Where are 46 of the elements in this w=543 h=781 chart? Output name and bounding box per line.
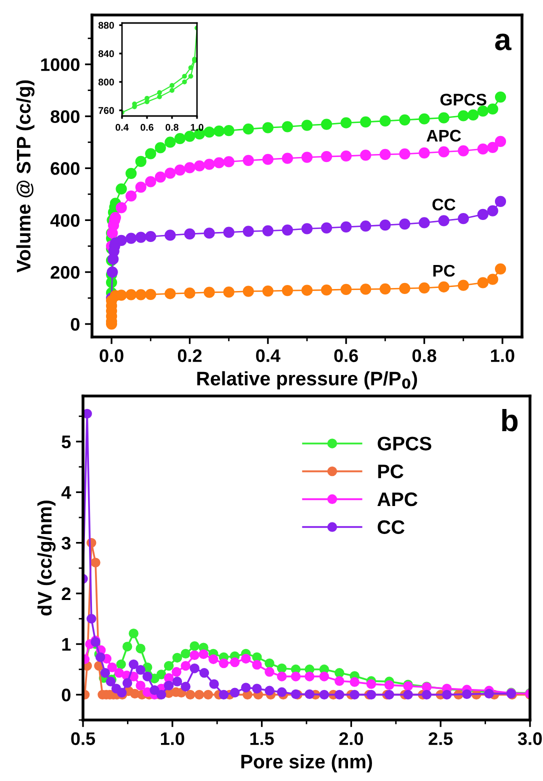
y-tick-label: 600 bbox=[50, 162, 80, 175]
y-tick-label: 1 bbox=[62, 638, 71, 651]
x-tick-label: 0.4 bbox=[256, 349, 280, 362]
y-tick-label: 400 bbox=[50, 214, 80, 227]
y-tick-label: 1000 bbox=[41, 58, 80, 72]
y-tick-label: 3 bbox=[62, 536, 71, 550]
x-axis-title: Pore size (nm) bbox=[241, 754, 372, 772]
x-tick-label: 2.5 bbox=[428, 732, 453, 746]
x-tick-label: 0.4 bbox=[116, 124, 129, 131]
series-label: GPCS bbox=[440, 94, 486, 106]
y-tick-label: 4 bbox=[61, 486, 72, 499]
x-tick-label: 1.0 bbox=[190, 124, 204, 131]
y-tick-label: 760 bbox=[98, 107, 114, 114]
y-tick-label: 0 bbox=[62, 688, 70, 702]
legend-label: GPCS bbox=[378, 436, 432, 450]
x-tick-label: 0.6 bbox=[334, 349, 358, 362]
x-tick-label: 1.0 bbox=[160, 732, 184, 746]
x-tick-label: 0.8 bbox=[166, 124, 178, 131]
x-tick-label: 0.6 bbox=[140, 124, 154, 131]
y-axis-title: dV (cc/g/nm) bbox=[37, 500, 56, 616]
y-tick-label: 2 bbox=[62, 587, 70, 600]
series-label: CC bbox=[432, 198, 456, 210]
y-axis-title: Volume @ STP (cc/g) bbox=[16, 80, 34, 273]
x-tick-label: 0.2 bbox=[178, 349, 202, 362]
y-tick-label: 5 bbox=[62, 436, 71, 448]
y-tick-label: 200 bbox=[50, 266, 80, 279]
x-tick-label: 3.0 bbox=[518, 732, 542, 746]
x-tick-label: 2.0 bbox=[339, 732, 364, 746]
y-tick-label: 840 bbox=[98, 50, 114, 58]
x-tick-label: 0.8 bbox=[412, 349, 436, 362]
x-tick-label: 1.0 bbox=[491, 349, 514, 362]
y-tick-label: 800 bbox=[98, 78, 114, 86]
legend-label: CC bbox=[378, 520, 404, 534]
x-tick-label: 0.5 bbox=[71, 732, 96, 746]
series-label: APC bbox=[426, 130, 461, 142]
series-label: PC bbox=[433, 264, 455, 277]
x-tick-label: 1.5 bbox=[250, 732, 274, 746]
y-tick-label: 880 bbox=[98, 22, 114, 29]
annotation: b bbox=[502, 408, 518, 432]
y-tick-label: 0 bbox=[70, 318, 80, 331]
annotation: a bbox=[495, 34, 512, 50]
x-axis-title: Relative pressure (P/P$_{0}$) bbox=[197, 371, 418, 390]
legend-label: APC bbox=[377, 492, 418, 506]
legend-label: PC bbox=[378, 464, 404, 478]
y-tick-label: 800 bbox=[50, 110, 80, 123]
x-tick-label: 0.0 bbox=[100, 349, 124, 362]
